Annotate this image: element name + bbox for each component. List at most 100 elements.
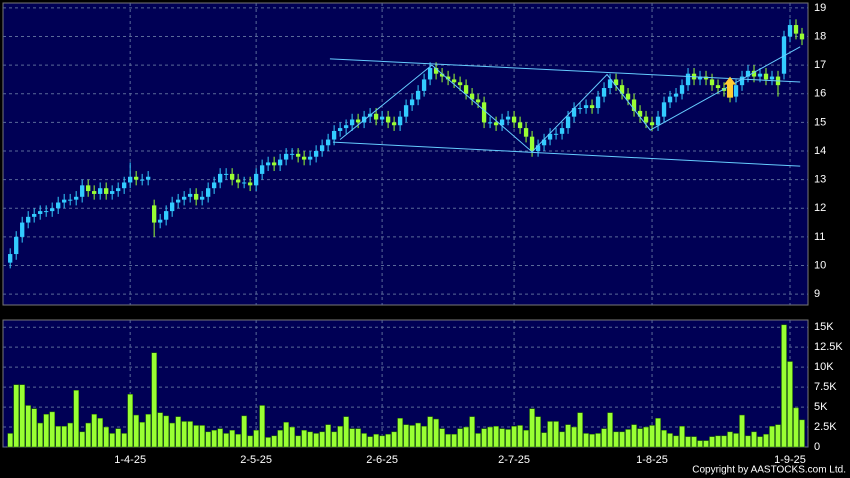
candle-body xyxy=(439,73,445,77)
volume-bar xyxy=(205,431,211,448)
volume-bar xyxy=(757,436,763,448)
volume-bar xyxy=(727,431,733,448)
volume-bar xyxy=(253,429,259,448)
candle-body xyxy=(259,165,265,174)
volume-bar xyxy=(583,433,589,448)
x-tick-label: 2-5-25 xyxy=(240,454,272,466)
volume-bar xyxy=(799,419,805,448)
candle-body xyxy=(763,73,769,80)
candle-body xyxy=(433,67,439,74)
candle-body xyxy=(787,25,793,37)
candle-body xyxy=(128,176,133,183)
candle-body xyxy=(295,153,301,157)
volume-bar xyxy=(595,433,601,448)
candle-body xyxy=(116,188,121,192)
y-tick-label: 10 xyxy=(814,259,826,271)
volume-bar xyxy=(511,425,517,448)
trend-line xyxy=(339,46,801,153)
candle-body xyxy=(703,76,709,80)
candle-body xyxy=(613,79,619,86)
volume-bar xyxy=(601,428,607,448)
volume-bar xyxy=(739,414,745,448)
candle-body xyxy=(169,202,175,212)
candle-body xyxy=(457,82,463,86)
candle-body xyxy=(8,254,13,263)
volume-bar xyxy=(637,428,643,448)
x-tick-label: 1-8-25 xyxy=(636,454,668,466)
candle-body xyxy=(20,222,25,237)
candle-body xyxy=(301,156,307,160)
volume-bar xyxy=(7,433,13,448)
volume-bar xyxy=(103,426,109,448)
candle-body xyxy=(685,73,691,86)
candle-body xyxy=(32,213,37,217)
volume-bar xyxy=(703,440,709,448)
volume-bar xyxy=(625,429,631,448)
volume-bar xyxy=(379,435,385,448)
volume-bar xyxy=(337,425,343,448)
volume-bar xyxy=(451,433,457,448)
volume-bar xyxy=(487,426,493,448)
candle-body xyxy=(547,133,553,140)
candle-body xyxy=(493,122,499,126)
volume-bar xyxy=(115,428,121,448)
volume-bar xyxy=(349,428,355,448)
candle-body xyxy=(86,185,91,192)
candle-body xyxy=(733,85,739,97)
volume-bar xyxy=(685,436,691,448)
candle-body xyxy=(769,76,775,80)
volume-bar xyxy=(559,431,565,448)
volume-bar xyxy=(745,435,751,448)
candle-body xyxy=(56,202,61,209)
candle-body xyxy=(637,110,643,117)
volume-bar xyxy=(301,429,307,448)
volume-bar xyxy=(217,428,223,448)
volume-bar xyxy=(43,414,49,448)
arrow-marker xyxy=(724,76,737,98)
volume-bar xyxy=(133,414,139,448)
volume-bar xyxy=(427,416,433,448)
volume-bar xyxy=(121,433,127,448)
candle-body xyxy=(104,188,109,194)
candle-body xyxy=(601,88,607,97)
candle-body xyxy=(283,153,289,160)
y-tick-label: 0 xyxy=(814,441,820,453)
candle-body xyxy=(247,182,253,186)
candle-body xyxy=(92,191,97,194)
candle-body xyxy=(391,122,397,126)
candle-body xyxy=(331,130,337,140)
candle-body xyxy=(385,116,391,123)
candle-body xyxy=(715,85,721,89)
trend-line xyxy=(332,141,801,167)
volume-bar xyxy=(721,435,727,448)
candle-body xyxy=(62,199,67,203)
candle-body xyxy=(751,70,757,77)
candle-body xyxy=(559,128,565,134)
volume-bar xyxy=(577,412,583,448)
volume-bar xyxy=(361,433,367,448)
volume-bar xyxy=(67,422,73,448)
candle-body xyxy=(517,122,523,129)
volume-bar xyxy=(139,421,145,448)
candle-body xyxy=(619,85,625,94)
volume-bar xyxy=(433,418,439,448)
candle-body xyxy=(529,136,535,151)
candle-body xyxy=(211,182,217,189)
volume-bar xyxy=(541,432,547,448)
volume-bar xyxy=(343,416,349,448)
candle-body xyxy=(415,90,421,100)
copyright: Copyright by AASTOCKS.com Ltd. xyxy=(692,465,846,476)
volume-bar xyxy=(265,437,271,448)
candle-body xyxy=(217,173,223,183)
x-tick-label: 1-9-25 xyxy=(774,454,806,466)
volume-bar xyxy=(403,424,409,448)
volume-bar xyxy=(481,428,487,448)
candle-body xyxy=(631,99,637,111)
volume-bar xyxy=(523,429,529,448)
volume-bar xyxy=(193,425,199,448)
volume-bar xyxy=(151,352,157,448)
candle-body xyxy=(793,25,799,34)
candle-body xyxy=(98,188,103,194)
volume-bar xyxy=(439,428,445,448)
candle-body xyxy=(74,196,79,200)
